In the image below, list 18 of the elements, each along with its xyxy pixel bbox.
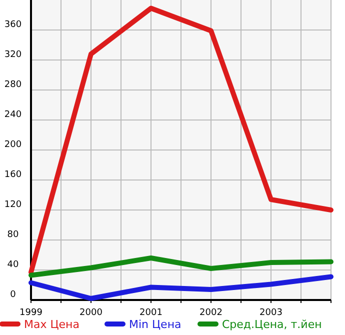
y-tick-label: 280 [4,80,22,90]
legend-label: Min Цена [129,318,182,331]
x-tick-label: 2000 [80,308,103,318]
x-tick-label: 1999 [20,308,43,318]
y-tick-label: 120 [4,200,22,210]
y-tick-label: 320 [4,50,22,60]
y-tick-label: 240 [4,110,22,120]
x-tick-label: 2001 [140,308,162,318]
legend-label: Max Цена [24,318,80,331]
y-tick-label: 40 [7,260,19,270]
legend-label: Сред.Цена, т.йен [222,318,322,331]
x-tick-label: 2002 [200,308,222,318]
x-tick-label: 2003 [260,308,282,318]
y-tick-label: 160 [4,170,22,180]
y-tick-label: 80 [7,230,19,240]
y-tick-label: 0 [10,290,16,300]
y-tick-label: 360 [4,20,22,30]
y-tick-label: 200 [4,140,22,150]
